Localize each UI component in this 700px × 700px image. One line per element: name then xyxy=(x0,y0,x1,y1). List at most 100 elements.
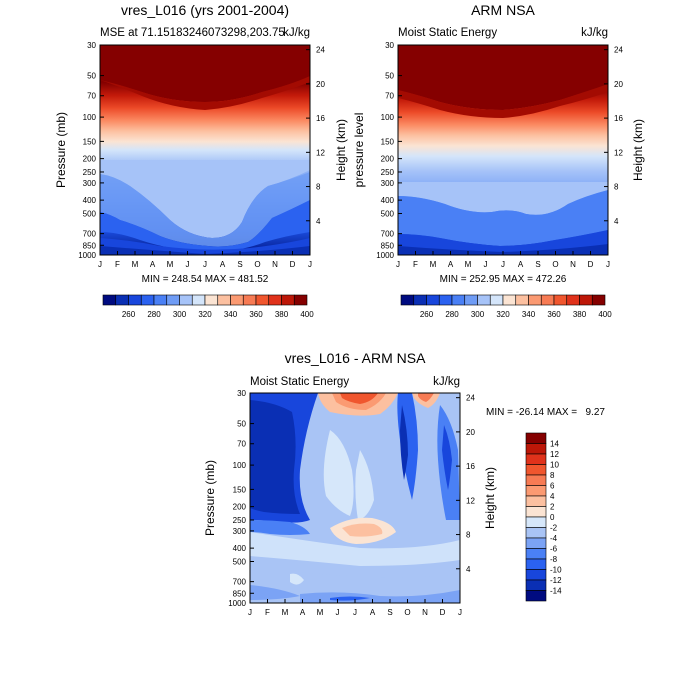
pressure-tick-label: 850 xyxy=(233,589,247,598)
height-tick-label: 20 xyxy=(614,80,623,89)
colorbar-label: 280 xyxy=(445,310,459,319)
panel1-contour-field xyxy=(100,45,310,255)
panel2-height-axis: 24 20 16 12 8 4 xyxy=(604,46,623,226)
pressure-tick-label: 300 xyxy=(381,179,395,188)
colorbar-label: 340 xyxy=(522,310,536,319)
x-tick-label: O xyxy=(552,260,558,269)
x-tick-label: J xyxy=(606,260,610,269)
height-tick-label: 20 xyxy=(316,80,325,89)
colorbar-swatch xyxy=(502,294,517,306)
colorbar-label: 320 xyxy=(198,310,212,319)
colorbar-swatch xyxy=(179,294,193,306)
x-tick-label: N xyxy=(422,608,428,617)
x-tick-label: A xyxy=(150,260,156,269)
colorbar-swatch xyxy=(230,294,244,306)
x-tick-label: J xyxy=(484,260,488,269)
pressure-tick-label: 70 xyxy=(385,92,394,101)
colorbar-swatch xyxy=(140,294,155,306)
panel1-colorbar xyxy=(102,294,308,306)
colorbar-swatch xyxy=(525,590,547,602)
pressure-tick-label: 500 xyxy=(233,557,247,566)
x-tick-label: J xyxy=(308,260,312,269)
pressure-tick-label: 500 xyxy=(381,209,395,218)
x-tick-label: D xyxy=(440,608,446,617)
colorbar-swatch xyxy=(515,294,529,306)
colorbar-swatch xyxy=(525,569,547,581)
panel1-title: vres_L016 (yrs 2001-2004) xyxy=(121,2,289,18)
colorbar-swatch xyxy=(579,294,593,306)
pressure-tick-label: 300 xyxy=(83,179,97,188)
colorbar-swatch xyxy=(528,294,542,306)
colorbar-swatch xyxy=(525,485,547,497)
x-tick-label: S xyxy=(237,260,242,269)
panel3-ylabel-right: Height (km) xyxy=(483,467,497,529)
colorbar-label: 360 xyxy=(249,310,263,319)
colorbar-label: -6 xyxy=(550,545,558,554)
colorbar-swatch xyxy=(566,294,580,306)
colorbar-swatch xyxy=(525,516,547,528)
pressure-tick-label: 50 xyxy=(237,420,246,429)
colorbar-swatch xyxy=(525,495,547,507)
x-tick-label: A xyxy=(300,608,306,617)
pressure-tick-label: 850 xyxy=(381,241,395,250)
x-tick-label: S xyxy=(535,260,540,269)
colorbar-swatch xyxy=(525,579,547,591)
height-tick-label: 24 xyxy=(466,394,475,403)
x-tick-label: J xyxy=(98,260,102,269)
height-tick-label: 16 xyxy=(614,114,623,123)
colorbar-swatch xyxy=(400,294,415,306)
panel2-title: ARM NSA xyxy=(471,2,535,18)
x-tick-label: M xyxy=(317,608,324,617)
x-tick-label: J xyxy=(336,608,340,617)
colorbar-swatch xyxy=(525,432,547,444)
height-tick-label: 8 xyxy=(466,531,471,540)
pressure-tick-label: 100 xyxy=(83,113,97,122)
colorbar-swatch xyxy=(217,294,231,306)
pressure-tick-label: 200 xyxy=(83,155,97,164)
colorbar-label: 380 xyxy=(573,310,587,319)
pressure-tick-label: 700 xyxy=(233,578,247,587)
pressure-tick-label: 30 xyxy=(385,41,394,50)
pressure-tick-label: 30 xyxy=(237,389,246,398)
colorbar-label: 340 xyxy=(224,310,238,319)
colorbar-swatch xyxy=(477,294,491,306)
colorbar-swatch xyxy=(451,294,466,306)
colorbar-label: 320 xyxy=(496,310,510,319)
colorbar-label: -12 xyxy=(550,576,562,585)
pressure-tick-label: 50 xyxy=(385,72,394,81)
colorbar-swatch xyxy=(525,464,547,476)
height-tick-label: 24 xyxy=(316,46,325,55)
pressure-tick-label: 150 xyxy=(381,137,395,146)
colorbar-label: 14 xyxy=(550,440,559,449)
panel2-colorbar xyxy=(400,294,606,306)
colorbar-swatch xyxy=(204,294,219,306)
colorbar-swatch xyxy=(525,548,547,560)
pressure-tick-label: 1000 xyxy=(78,251,96,260)
pressure-tick-label: 100 xyxy=(381,113,395,122)
pressure-tick-label: 400 xyxy=(83,196,97,205)
x-tick-label: A xyxy=(448,260,454,269)
pressure-tick-label: 100 xyxy=(233,461,247,470)
pressure-tick-label: 70 xyxy=(237,440,246,449)
height-tick-label: 20 xyxy=(466,428,475,437)
colorbar-swatch xyxy=(242,294,257,306)
x-tick-label: N xyxy=(570,260,576,269)
x-tick-label: S xyxy=(387,608,392,617)
colorbar-swatch xyxy=(255,294,270,306)
colorbar-label: 400 xyxy=(300,310,314,319)
x-tick-label: J xyxy=(186,260,190,269)
pressure-tick-label: 150 xyxy=(233,485,247,494)
colorbar-label: 10 xyxy=(550,461,559,470)
colorbar-label: -8 xyxy=(550,555,558,564)
panel2-colorbar-labels: 260 280 300 320 340 360 380 400 xyxy=(420,310,612,319)
colorbar-label: 0 xyxy=(550,513,555,522)
x-tick-label: D xyxy=(588,260,594,269)
height-tick-label: 16 xyxy=(466,462,475,471)
x-tick-label: J xyxy=(248,608,252,617)
x-tick-label: M xyxy=(132,260,139,269)
pressure-tick-label: 1000 xyxy=(228,599,246,608)
height-tick-label: 16 xyxy=(316,114,325,123)
